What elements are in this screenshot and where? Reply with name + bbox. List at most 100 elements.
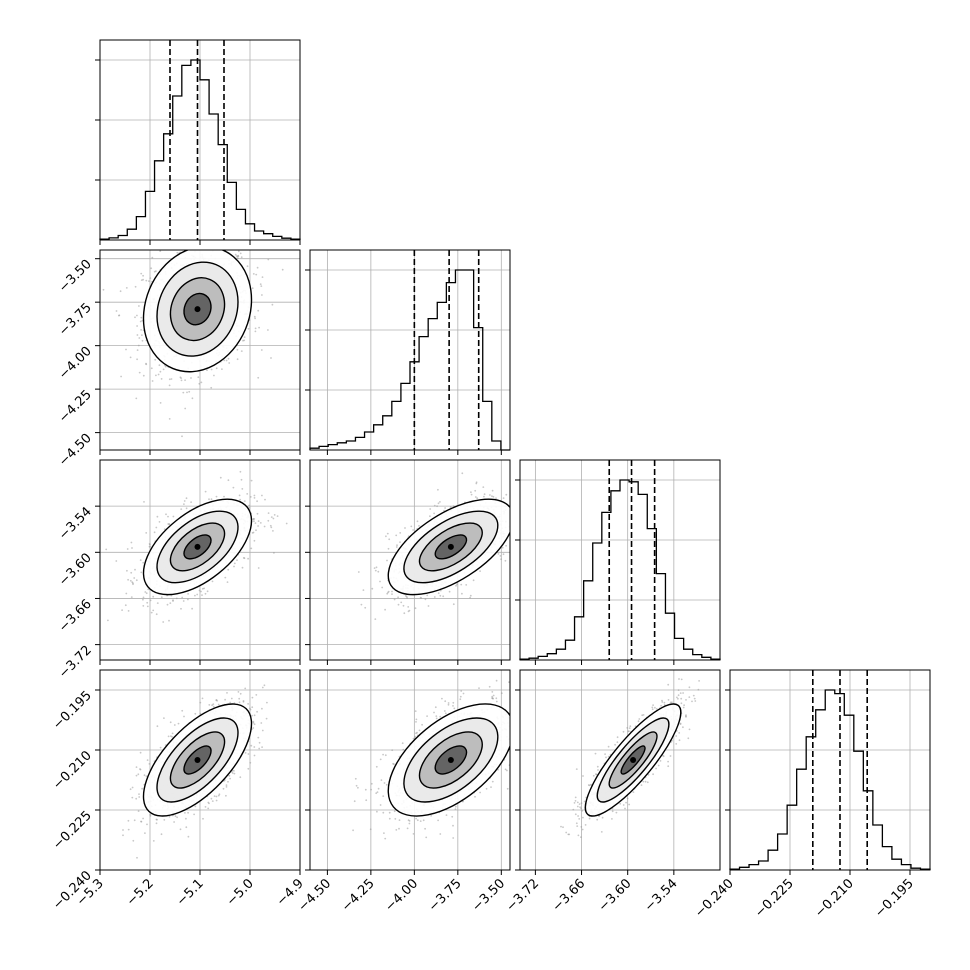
scatter-point (227, 357, 230, 360)
scatter-point (248, 504, 251, 507)
scatter-point (502, 497, 505, 499)
scatter-point (133, 577, 136, 579)
scatter-point (499, 555, 502, 557)
scatter-point (253, 497, 256, 499)
scatter-point (233, 772, 236, 775)
scatter-point (513, 529, 515, 531)
scatter-point (129, 356, 132, 359)
scatter-point (474, 795, 476, 798)
scatter-point (159, 402, 162, 404)
scatter-point (176, 816, 179, 819)
scatter-point (524, 508, 526, 510)
scatter-point (239, 776, 242, 779)
scatter-point (141, 339, 144, 342)
scatter-point (479, 791, 481, 794)
scatter-point (442, 595, 445, 598)
scatter-point (247, 753, 250, 755)
scatter-point (160, 833, 163, 836)
scatter-point (145, 592, 148, 595)
scatter-point (190, 377, 192, 379)
scatter-point (259, 522, 262, 524)
scatter-point (148, 763, 151, 765)
scatter-point (130, 571, 133, 574)
scatter-point (159, 370, 162, 373)
scatter-point (190, 501, 193, 503)
scatter-point (525, 515, 527, 517)
scatter-point (183, 500, 186, 502)
scatter-point (136, 325, 139, 327)
scatter-point (386, 559, 388, 562)
scatter-point (223, 359, 226, 362)
scatter-point (148, 543, 151, 545)
scatter-point (396, 544, 398, 547)
scatter-point (205, 231, 207, 233)
scatter-point (370, 788, 372, 791)
scatter-point (531, 520, 533, 522)
scatter-point (146, 823, 148, 826)
scatter-point (238, 494, 241, 497)
scatter-point (166, 603, 169, 606)
scatter-point (455, 584, 457, 587)
scatter-point (399, 532, 402, 534)
scatter-point (422, 819, 425, 822)
scatter-point (169, 602, 172, 604)
scatter-point (162, 621, 165, 623)
scatter-point (194, 594, 196, 597)
scatter-point (198, 589, 201, 592)
scatter-point (239, 252, 242, 255)
scatter-point (252, 727, 255, 729)
scatter-point (127, 828, 130, 831)
scatter-point (260, 349, 263, 351)
scatter-point (273, 514, 276, 516)
scatter-point (505, 493, 508, 496)
scatter-point (377, 787, 380, 790)
scatter-point (233, 770, 235, 772)
scatter-point (204, 806, 207, 808)
scatter-point (521, 504, 523, 506)
scatter-point (252, 245, 254, 247)
scatter-point (225, 794, 227, 797)
scatter-point (129, 579, 132, 582)
scatter-point (393, 598, 396, 601)
scatter-point (151, 256, 154, 259)
scatter-point (224, 576, 227, 579)
scatter-panel-2-1 (309, 459, 552, 661)
scatter-point (273, 552, 275, 554)
scatter-point (238, 697, 241, 700)
scatter-point (215, 367, 218, 370)
scatter-point (194, 712, 197, 715)
scatter-point (156, 515, 159, 518)
scatter-point (474, 496, 477, 498)
scatter-point (177, 722, 180, 725)
scatter-point (139, 559, 142, 561)
scatter-point (514, 528, 516, 530)
scatter-point (395, 534, 398, 537)
histogram-frame-3 (729, 669, 931, 871)
scatter-point (416, 520, 419, 523)
scatter-point (523, 486, 525, 488)
scatter-point (266, 701, 268, 704)
scatter-point (550, 533, 552, 535)
scatter-point (184, 812, 186, 814)
scatter-point (185, 817, 187, 820)
scatter-point (137, 773, 140, 776)
scatter-point (517, 517, 519, 519)
scatter-point (260, 722, 263, 724)
scatter-point (210, 386, 213, 389)
scatter-point (357, 786, 359, 789)
scatter-point (156, 602, 159, 604)
scatter-point (238, 701, 241, 704)
density-peak (447, 543, 454, 550)
scatter-point (193, 813, 196, 816)
scatter-point (263, 684, 266, 687)
scatter-point (267, 519, 270, 522)
scatter-point (476, 497, 479, 500)
scatter-point (414, 710, 417, 712)
scatter-point (126, 548, 129, 550)
scatter-point (138, 796, 141, 798)
scatter-point (407, 610, 410, 613)
scatter-point (144, 832, 146, 834)
scatter-point (196, 593, 199, 596)
scatter-point (516, 508, 518, 510)
